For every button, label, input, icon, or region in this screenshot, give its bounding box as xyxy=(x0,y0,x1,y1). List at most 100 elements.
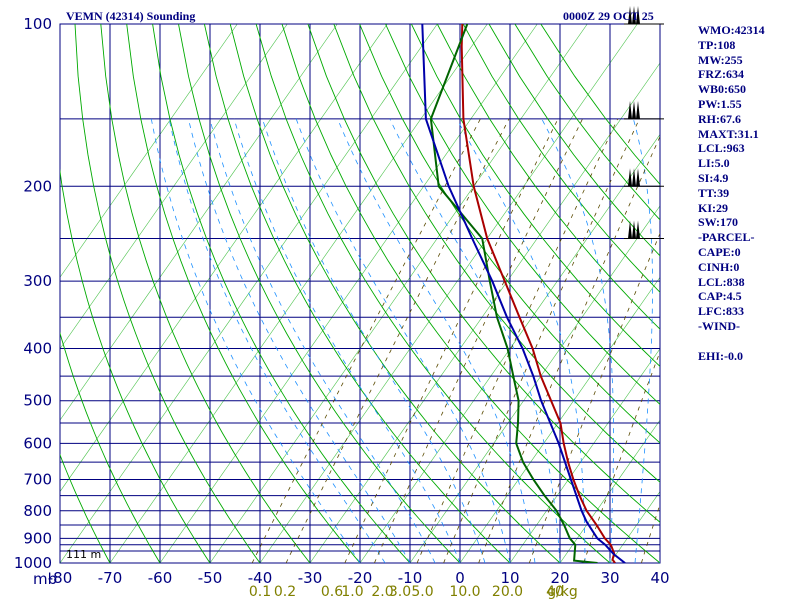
mixing-ratio-line xyxy=(285,118,510,563)
isotherm xyxy=(60,24,238,278)
dry-adiabat xyxy=(436,24,660,330)
wind-barb-flag xyxy=(636,168,640,187)
wind-barb-flag xyxy=(628,220,632,239)
sounding-indices-panel: WMO:42314 TP:108 MW:255 FRZ:634 WB0:650 PW:1.… xyxy=(698,23,765,363)
dry-adiabat xyxy=(229,24,561,563)
dry-adiabat xyxy=(60,168,211,563)
dry-adiabat xyxy=(126,24,361,563)
moist-adiabat xyxy=(188,118,411,563)
stat-line: CINH:0 xyxy=(698,259,740,274)
isotherm xyxy=(60,24,388,493)
mixing-ratio-line xyxy=(416,118,619,563)
stat-line xyxy=(698,334,765,349)
moist-adiabat xyxy=(456,118,586,563)
dry-adiabat xyxy=(0,24,10,563)
wind-barb-flag xyxy=(628,6,632,24)
pressure-tick-label: 300 xyxy=(23,272,52,290)
pressure-tick-label: 700 xyxy=(23,471,52,489)
stat-line: CAP:4.5 xyxy=(698,289,742,304)
mixing-ratio-line xyxy=(374,118,583,563)
mixing-ratio-label: 10.0 xyxy=(449,584,480,600)
dry-adiabat xyxy=(255,24,611,563)
dry-adiabat xyxy=(60,331,161,563)
pressure-grid xyxy=(59,23,661,564)
adiabat-lines xyxy=(0,24,660,563)
temperature-tick-label: 10 xyxy=(500,569,519,587)
stat-line: -WIND- xyxy=(698,318,740,333)
mixing-ratio-line xyxy=(443,118,640,563)
pressure-tick-label: 500 xyxy=(23,392,52,410)
dry-adiabat xyxy=(462,24,660,293)
pressure-tick-label: 800 xyxy=(23,502,52,520)
dry-adiabat xyxy=(60,453,111,563)
wind-barb-flag xyxy=(632,220,636,239)
temperature-tick-label: -50 xyxy=(198,569,223,587)
pressure-tick-label: 100 xyxy=(23,15,52,33)
isotherm xyxy=(409,205,660,563)
pressure-unit-label: mb xyxy=(33,570,57,588)
temperature-tick-label: 20 xyxy=(550,569,569,587)
mixing-ratio-label: 0.1 xyxy=(249,584,271,600)
stat-line: WB0:650 xyxy=(698,82,746,97)
moist-adiabat xyxy=(233,118,461,563)
dry-adiabat xyxy=(203,24,511,563)
sounding-traces xyxy=(421,24,626,563)
isotherm xyxy=(60,24,338,421)
wind-barb-flag xyxy=(628,100,632,119)
temperature-tick-label: 0 xyxy=(455,569,465,587)
mixing-ratio-label: 2.0 xyxy=(371,584,393,600)
temperature-tick-label: -30 xyxy=(298,569,323,587)
stat-line: SW:170 xyxy=(698,215,739,230)
parcel-trace xyxy=(421,24,626,563)
isotherm xyxy=(459,276,660,563)
mixing-ratio-line xyxy=(583,350,660,563)
dry-adiabat xyxy=(178,24,461,563)
wind-barb-flag xyxy=(628,168,632,187)
sounding-time: 0000Z 29 OCT 25 xyxy=(563,9,654,23)
surface-height-label: 111 m xyxy=(66,548,101,561)
dry-adiabat xyxy=(307,24,660,523)
dry-adiabat xyxy=(100,24,311,563)
pressure-tick-label: 400 xyxy=(23,340,52,358)
stat-line: -PARCEL- xyxy=(698,230,755,245)
stat-line: LCL:963 xyxy=(698,141,745,156)
moist-adiabat xyxy=(262,118,486,563)
wind-barb-flag xyxy=(636,6,640,24)
stat-line: LFC:833 xyxy=(698,304,744,319)
temperature-tick-label: -70 xyxy=(98,569,123,587)
temperature-tick-label: 40 xyxy=(650,569,669,587)
isotherm xyxy=(559,419,660,563)
dewpoint-trace xyxy=(429,24,598,563)
mixing-ratio-line xyxy=(641,502,660,563)
temperature-tick-label: 30 xyxy=(600,569,619,587)
mixing-ratio-label: 3.0 xyxy=(389,584,411,600)
mixing-ratio-line xyxy=(251,118,481,563)
stat-line: WMO:42314 xyxy=(698,23,765,37)
dry-adiabat xyxy=(333,24,660,483)
temperature-tick-label: -40 xyxy=(248,569,273,587)
isotherm xyxy=(509,348,660,563)
dry-adiabat xyxy=(281,24,660,563)
stat-line: FRZ:634 xyxy=(698,67,744,82)
isotherm xyxy=(359,133,660,563)
temperature-tick-label: -80 xyxy=(48,569,73,587)
isotherm xyxy=(309,62,660,563)
mixing-ratio-line xyxy=(344,118,559,563)
temperature-tick-label: -10 xyxy=(398,569,423,587)
isotherms xyxy=(60,24,660,563)
dry-adiabat xyxy=(74,24,261,563)
wind-barb-flag xyxy=(636,220,640,239)
temperature-tick-label: -60 xyxy=(148,569,173,587)
moist-adiabat xyxy=(633,118,653,563)
moist-adiabat xyxy=(209,118,436,563)
wind-barb-flag xyxy=(632,168,636,187)
moist-adiabat xyxy=(150,118,361,563)
mixing-ratio-label: 5.0 xyxy=(411,584,433,600)
pressure-tick-label: 600 xyxy=(23,434,52,452)
dry-adiabat xyxy=(359,24,660,444)
wind-barb-flag xyxy=(632,100,636,119)
mixing-ratio-line xyxy=(528,232,660,563)
moist-adiabat xyxy=(168,118,386,563)
